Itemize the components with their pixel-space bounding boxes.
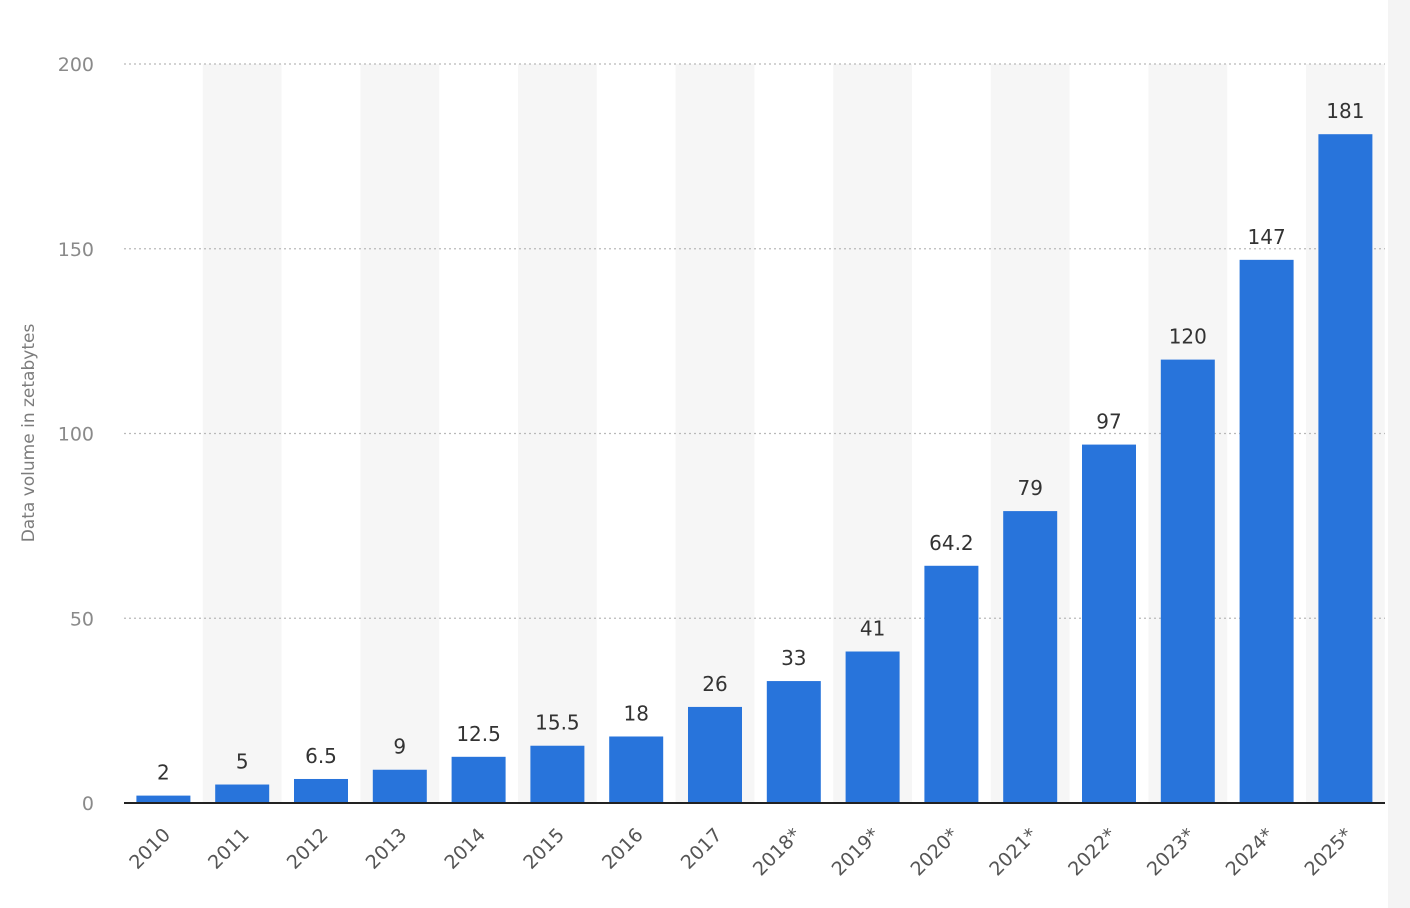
data-label: 26	[702, 672, 727, 696]
data-label: 64.2	[929, 531, 974, 555]
x-tick-label: 2021*	[985, 824, 1041, 880]
bar	[1239, 259, 1294, 804]
bar	[451, 756, 506, 803]
x-tick-label: 2020*	[906, 824, 962, 880]
x-tick-label: 2022*	[1064, 824, 1120, 880]
x-tick-label: 2012	[283, 824, 333, 874]
bar	[215, 784, 270, 803]
bar	[688, 706, 742, 803]
x-tick-label: 2017	[677, 824, 727, 874]
data-label: 79	[1017, 476, 1042, 500]
bar	[294, 778, 348, 803]
x-tick-labels: 2010 2011 2012 2013 2014 2015 2016 2017 2018* 201…	[125, 824, 1357, 880]
bar	[609, 736, 664, 803]
x-tick-label: 2010	[125, 824, 175, 874]
x-tick-label: 2014	[440, 824, 490, 874]
data-label: 97	[1096, 410, 1121, 434]
y-tick-labels: 0 50 100 150 200	[58, 54, 94, 815]
y-tick-label: 200	[58, 54, 94, 76]
data-label: 181	[1326, 99, 1364, 123]
data-label: 18	[623, 701, 648, 725]
x-tick-label: 2018*	[749, 824, 805, 880]
bar	[1082, 444, 1136, 803]
data-label: 33	[781, 646, 806, 670]
bar	[1003, 511, 1058, 803]
data-labels: 2 5 6.5 9 12.5 15.5 18 26 33 41 64.2 79 97 120 147 181	[157, 99, 1364, 784]
data-label: 2	[157, 761, 170, 785]
data-label: 9	[393, 735, 406, 759]
bar	[1160, 359, 1215, 803]
x-tick-label: 2025*	[1300, 824, 1356, 880]
y-tick-label: 0	[82, 793, 94, 815]
y-tick-label: 50	[70, 608, 94, 630]
bar	[136, 795, 191, 803]
bar	[1318, 134, 1373, 803]
y-tick-label: 150	[58, 239, 94, 261]
data-label: 147	[1248, 225, 1286, 249]
x-tick-label: 2015	[519, 824, 569, 874]
bar	[845, 651, 900, 803]
data-label: 120	[1169, 325, 1207, 349]
right-edge-strip	[1388, 0, 1410, 908]
x-tick-label: 2024*	[1222, 824, 1278, 880]
x-tick-label: 2023*	[1143, 824, 1199, 880]
x-tick-label: 2013	[362, 824, 412, 874]
x-tick-label: 2019*	[828, 824, 884, 880]
bar	[766, 681, 821, 803]
y-tick-label: 100	[58, 424, 94, 446]
bar	[530, 745, 585, 803]
data-label: 6.5	[305, 744, 337, 768]
background-band	[518, 64, 597, 803]
data-label: 12.5	[456, 722, 501, 746]
bar	[924, 565, 979, 803]
x-tick-label: 2016	[598, 824, 648, 874]
bar	[372, 769, 427, 803]
y-axis-label: Data volume in zetabytes	[19, 324, 39, 543]
data-label: 15.5	[535, 711, 580, 735]
x-tick-label: 2011	[204, 824, 254, 874]
bars	[136, 134, 1373, 804]
data-label: 41	[860, 617, 885, 641]
data-label: 5	[236, 750, 249, 774]
